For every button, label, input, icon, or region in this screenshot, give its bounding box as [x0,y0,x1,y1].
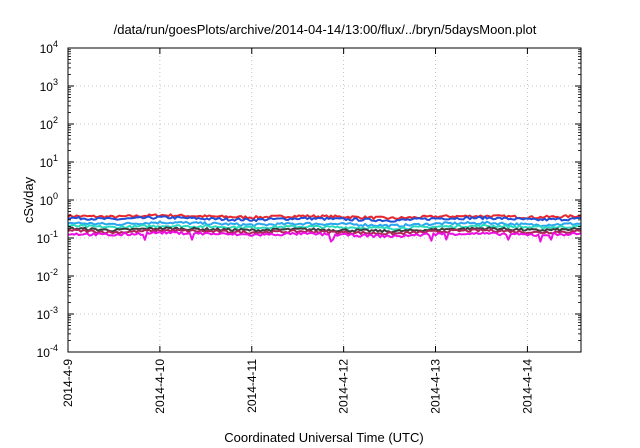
x-tick-label: 2014-4-12 [337,359,351,414]
x-axis-label: Coordinated Universal Time (UTC) [224,430,423,445]
y-tick-label: 100 [40,191,58,208]
x-axis: 2014-4-9 2014-4-10 2014-4-11 2014-4-12 2014-… [61,48,534,414]
y-tick-label: 10-3 [37,305,58,322]
y-tick-label: 102 [40,115,58,132]
y-axis: 10-4 10-3 10-2 10-1 100 101 102 103 104 [37,39,581,360]
x-tick-label: 2014-4-14 [520,359,534,414]
series-line [67,230,582,243]
x-tick-label: 2014-4-11 [245,359,259,413]
series-line [67,213,582,220]
y-tick-label: 104 [40,39,58,56]
y-axis-label: cSv/day [21,176,36,223]
series-line [67,223,582,231]
series-line [67,215,582,223]
x-tick-label: 2014-4-13 [429,359,443,414]
y-tick-label: 101 [40,153,58,170]
y-tick-label: 10-1 [37,229,58,246]
x-tick-label: 2014-4-9 [61,359,75,407]
y-tick-label: 103 [40,77,58,94]
y-tick-label: 10-4 [37,343,58,360]
series-lines [67,213,582,243]
chart-title: /data/run/goesPlots/archive/2014-04-14/1… [114,22,537,37]
x-tick-label: 2014-4-10 [153,359,167,414]
y-tick-label: 10-2 [37,267,58,284]
grid-lines [68,48,581,352]
series-line [67,220,582,228]
